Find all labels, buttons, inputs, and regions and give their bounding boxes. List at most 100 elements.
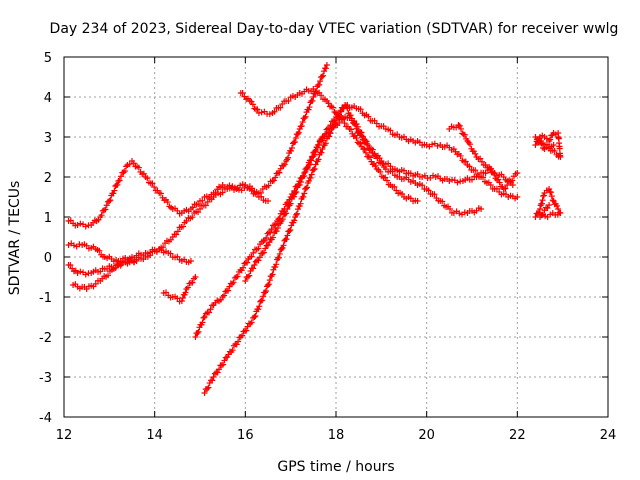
data-point (347, 126, 354, 133)
data-point (182, 289, 189, 296)
series-track-i (160, 274, 199, 305)
data-point (268, 226, 275, 233)
data-point (308, 157, 315, 164)
data-point (387, 163, 394, 170)
data-point (147, 252, 154, 259)
data-point (221, 357, 228, 364)
data-point (238, 267, 245, 274)
y-tick-label: -2 (39, 331, 52, 346)
data-point (291, 187, 298, 194)
data-point (540, 211, 547, 218)
data-point (553, 151, 560, 158)
data-point (199, 197, 206, 204)
data-point (259, 297, 266, 304)
data-point (284, 232, 291, 239)
data-point (299, 119, 306, 126)
data-point (419, 182, 426, 189)
data-point (140, 170, 147, 177)
data-point (200, 314, 207, 321)
data-point (216, 366, 223, 373)
data-point (446, 206, 453, 213)
series-track-h (192, 114, 521, 340)
data-point (118, 261, 125, 268)
data-point (309, 154, 316, 161)
data-point (183, 218, 190, 224)
data-point (555, 206, 562, 212)
data-point (285, 97, 292, 104)
data-point (269, 271, 276, 278)
data-point (469, 176, 475, 183)
data-point (273, 228, 280, 235)
data-point (260, 238, 267, 244)
data-point (160, 244, 167, 251)
data-point (107, 197, 114, 204)
data-point (315, 156, 322, 163)
data-point (478, 206, 485, 212)
data-point (439, 198, 446, 205)
data-point (189, 214, 196, 221)
data-point (288, 144, 295, 151)
data-point (391, 183, 398, 190)
data-point (329, 104, 336, 111)
data-point (357, 140, 364, 147)
data-point (294, 206, 301, 213)
data-point (287, 226, 294, 233)
data-point (285, 154, 292, 161)
data-point (262, 289, 269, 296)
data-point (220, 361, 227, 368)
data-point (290, 191, 297, 198)
data-point (354, 139, 361, 146)
data-point (240, 264, 247, 271)
data-point (314, 142, 321, 148)
data-point (256, 254, 263, 261)
data-point (272, 263, 279, 270)
data-point (257, 189, 264, 196)
data-point (202, 202, 209, 209)
data-point (117, 173, 124, 180)
data-point (277, 104, 284, 111)
data-point (180, 223, 186, 230)
data-point (535, 209, 542, 216)
data-point (133, 258, 140, 264)
data-point (244, 323, 251, 330)
data-point (457, 125, 464, 132)
data-point (369, 146, 376, 153)
x-tick-label: 16 (237, 428, 254, 443)
data-point (197, 206, 203, 212)
data-point (534, 210, 541, 217)
data-point (242, 278, 249, 284)
data-point (255, 245, 262, 252)
data-point (195, 328, 202, 335)
data-point (272, 174, 279, 181)
data-point (322, 140, 329, 147)
series-track-l (532, 186, 564, 221)
data-point (189, 279, 196, 286)
data-point (322, 65, 329, 72)
data-point (467, 141, 474, 148)
data-point (457, 152, 464, 159)
data-point (265, 242, 271, 248)
series-track-j (446, 122, 516, 188)
data-point (277, 165, 284, 172)
data-point (144, 175, 151, 182)
data-point (537, 206, 543, 212)
data-point (179, 295, 186, 302)
y-tick-label: -4 (39, 411, 52, 426)
data-point (178, 298, 185, 304)
data-point (303, 184, 310, 191)
data-point (101, 207, 108, 214)
data-point (269, 234, 276, 241)
data-point (225, 287, 232, 294)
data-point (336, 119, 343, 126)
data-point (319, 146, 326, 152)
data-point (482, 170, 489, 177)
x-tick-label: 14 (146, 428, 163, 443)
data-point (206, 309, 213, 316)
data-point (263, 234, 270, 241)
x-tick-label: 22 (509, 428, 526, 443)
data-point (310, 94, 317, 100)
data-point (373, 120, 380, 127)
data-point (126, 161, 133, 168)
data-point (344, 105, 351, 112)
data-point (103, 202, 110, 209)
